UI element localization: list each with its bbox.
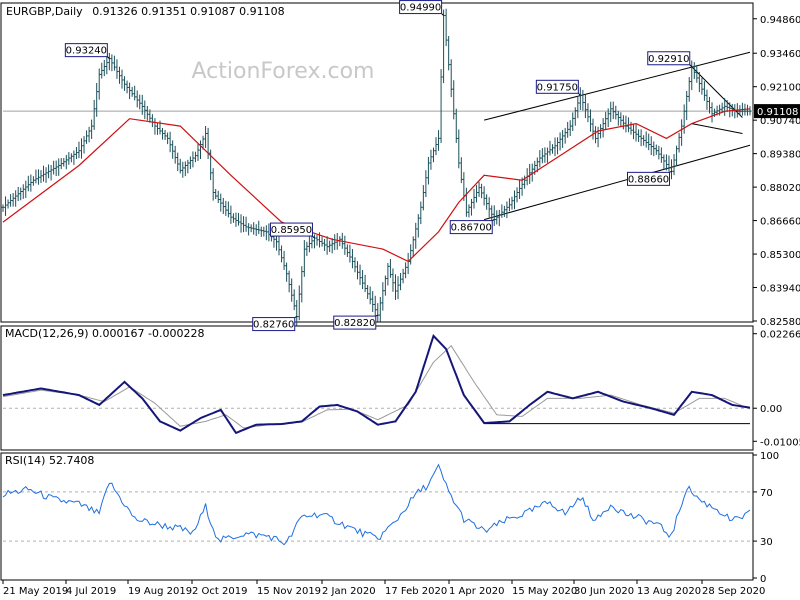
annotation-box (627, 171, 671, 186)
triangle-lower (691, 123, 743, 134)
rsi-ytick-label: 70 (760, 488, 773, 499)
price-ytick-label: 0.86660 (760, 217, 800, 228)
rsi-line (2, 463, 751, 546)
price-ytick-label: 0.93460 (760, 49, 800, 60)
price-series-layer: 0.93240 0.94990 0.92910 0.91750 0.86700 0.886… (1, 0, 753, 332)
annotation-box (269, 222, 313, 237)
annotation-label: 0.92910 (648, 54, 689, 65)
xtick-label: 28 Sep 2020 (702, 586, 765, 597)
price-ytick-label: 0.82580 (760, 317, 800, 328)
price-ytick-label: 0.90740 (760, 116, 800, 127)
rsi-panel (0, 452, 754, 581)
rsi-series-layer (2, 463, 752, 546)
annotation-label: 0.88660 (628, 174, 669, 185)
annotation-label: 0.86700 (451, 223, 492, 234)
xtick-label: 2 Jan 2020 (322, 586, 376, 597)
macd-ytick-label: 0.00 (760, 404, 782, 415)
axis-layer: 0.94860 0.93460 0.92100 0.90740 0.89380 0.880… (2, 15, 800, 597)
macd-title: MACD(12,26,9) 0.000167 -0.000228 (5, 327, 204, 340)
channel-lower (483, 144, 751, 221)
xtick-label: 19 Aug 2019 (128, 586, 192, 597)
annotation-box (449, 220, 493, 235)
xtick-label: 2 Oct 2019 (192, 586, 247, 597)
price-ytick-label: 0.83940 (760, 284, 800, 295)
rsi-title: RSI(14) 52.7408 (5, 454, 94, 467)
xtick-label: 15 Nov 2019 (257, 586, 321, 597)
price-ytick-label: 0.85300 (760, 250, 800, 261)
annotation-label: 0.82760 (253, 320, 294, 331)
current-price-badge (754, 104, 800, 119)
xtick-label: 15 May 2020 (512, 586, 577, 597)
current-price-label: 0.91108 (757, 107, 798, 118)
annotation-label: 0.82820 (334, 318, 375, 329)
price-ytick-label: 0.88020 (760, 183, 800, 194)
macd-panel (0, 325, 754, 451)
rsi-ytick-label: 30 (760, 537, 773, 548)
price-title: EURGBP,Daily 0.91326 0.91351 0.91087 0.9… (6, 5, 285, 18)
price-title-symbol: EURGBP,Daily (6, 5, 83, 18)
price-ytick-label: 0.94860 (760, 15, 800, 26)
price-title-ohlc: 0.91326 0.91351 0.91087 0.91108 (92, 5, 284, 18)
annotation-label: 0.85950 (271, 225, 312, 236)
xtick-label: 30 Jun 2020 (574, 586, 634, 597)
channel-upper (483, 51, 751, 121)
annotation-box (399, 0, 443, 15)
annotation-box (252, 317, 296, 332)
macd-signal-line (2, 344, 751, 429)
xtick-label: 17 Feb 2020 (385, 586, 447, 597)
rsi-ytick-label: 100 (760, 451, 779, 462)
macd-ytick-label: -0.010052 (760, 437, 800, 448)
macd-line (2, 334, 751, 435)
annotation-box (647, 51, 691, 66)
price-ytick-label: 0.89380 (760, 150, 800, 161)
price-panel (0, 2, 754, 323)
rsi-ytick-label: 0 (760, 574, 766, 585)
xtick-label: 13 Aug 2020 (637, 586, 701, 597)
macd-series-layer (2, 334, 752, 435)
moving-average-line (2, 108, 751, 263)
price-ytick-label: 0.92100 (760, 83, 800, 94)
watermark: ActionForex.com (192, 59, 375, 84)
annotation-box (64, 43, 108, 58)
annotation-label: 0.94990 (400, 3, 441, 14)
xtick-label: 21 May 2019 (3, 586, 68, 597)
macd-ytick-label: 0.022662 (760, 330, 800, 341)
annotation-label: 0.93240 (66, 46, 107, 57)
annotation-label: 0.91750 (537, 82, 578, 93)
annotation-box (333, 315, 377, 330)
xtick-label: 4 Jul 2019 (66, 586, 116, 597)
annotation-box (535, 79, 579, 94)
xtick-label: 1 Apr 2020 (449, 586, 504, 597)
